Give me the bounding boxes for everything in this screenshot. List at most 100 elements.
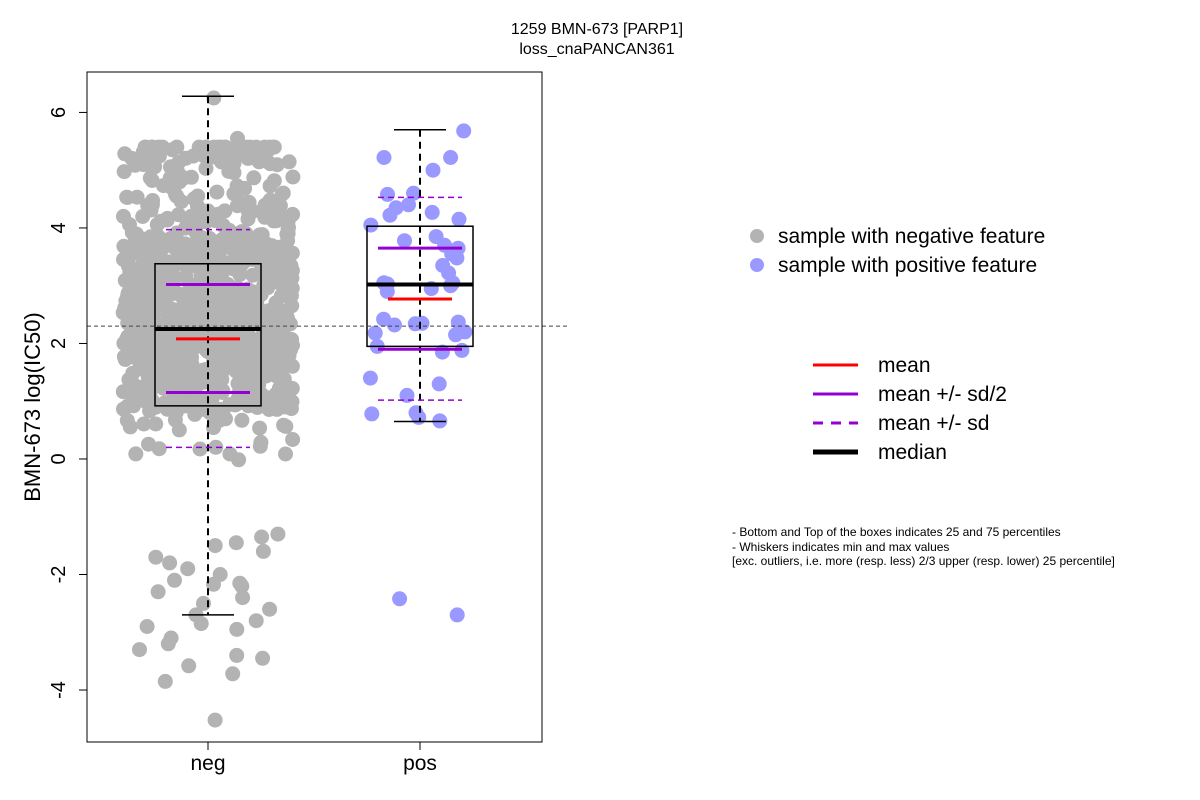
neg-point [225, 666, 241, 682]
neg-point [127, 157, 143, 173]
legend-point-marker [750, 229, 764, 243]
pos-points [362, 123, 473, 623]
neg-point [116, 208, 131, 224]
neg-point [169, 139, 185, 155]
neg-point [120, 398, 136, 414]
neg-point [136, 416, 152, 432]
neg-point [266, 248, 282, 264]
neg-point [248, 613, 264, 629]
neg-point [133, 246, 149, 262]
neg-point [198, 139, 214, 155]
neg-point [246, 170, 262, 186]
neg-point [198, 361, 214, 377]
y-tick-label: 6 [48, 107, 70, 118]
neg-point [252, 420, 268, 436]
neg-point [121, 372, 137, 388]
neg-point [240, 204, 256, 220]
neg-point [139, 619, 155, 634]
neg-box [154, 263, 262, 407]
neg-point [180, 260, 196, 276]
pos-point [431, 376, 447, 392]
neg-point [214, 372, 230, 388]
neg-point [116, 164, 132, 180]
neg-point [284, 263, 300, 278]
pos-point [443, 150, 459, 165]
neg-point [255, 650, 271, 666]
neg-point [231, 386, 247, 402]
neg-point [160, 401, 175, 417]
note-line-1: - Bottom and Top of the boxes indicates … [732, 525, 1061, 539]
neg-point [207, 538, 223, 554]
neg-point [266, 173, 282, 189]
neg-point [151, 441, 167, 457]
chart-title: 1259 BMN-673 [PARP1] [511, 21, 683, 38]
legend-point-marker [750, 258, 764, 272]
neg-point [267, 200, 283, 216]
neg-point [116, 238, 132, 254]
pos-point [449, 250, 465, 266]
neg-point [201, 264, 217, 280]
neg-point [278, 446, 293, 462]
plot-frame [86, 71, 543, 743]
legend-point-label: sample with negative feature [778, 225, 1045, 248]
neg-point [230, 130, 245, 146]
neg-point [131, 232, 147, 248]
neg-point [208, 311, 224, 327]
neg-point [250, 248, 266, 264]
neg-point [163, 630, 179, 646]
neg-point [123, 344, 139, 360]
neg-point [164, 301, 180, 317]
neg-point [226, 354, 242, 370]
neg-point [226, 186, 242, 202]
neg-point [184, 356, 200, 372]
pos-point [376, 150, 392, 165]
neg-point [172, 244, 188, 260]
neg-point [159, 212, 175, 228]
neg-point [222, 446, 238, 462]
neg-point [176, 170, 192, 186]
pos-point [392, 591, 408, 607]
neg-point [284, 332, 300, 347]
neg-point [285, 169, 301, 185]
neg-point [225, 295, 241, 311]
neg-point [274, 186, 290, 202]
neg-point [256, 201, 271, 217]
neg-point [122, 281, 138, 297]
pos-point [364, 406, 380, 422]
neg-point [250, 307, 266, 323]
neg-point [266, 139, 282, 155]
neg-point [278, 418, 294, 434]
neg-point [145, 193, 161, 208]
neg-point [137, 359, 153, 375]
neg-point [171, 154, 187, 170]
neg-point [285, 432, 301, 447]
y-axis: -4 -2 0 2 4 6 [48, 107, 87, 699]
neg-point [280, 280, 296, 295]
neg-point [270, 526, 286, 542]
legend-line-label: mean +/- sd [878, 412, 989, 435]
neg-point [153, 344, 169, 360]
y-tick-label: 0 [48, 453, 70, 464]
neg-point [186, 191, 202, 207]
neg-point [121, 311, 137, 327]
neg-point [142, 170, 158, 186]
neg-point [229, 647, 245, 663]
neg-point [262, 156, 278, 172]
neg-point [255, 543, 271, 559]
pos-point [363, 217, 379, 233]
neg-point [192, 441, 208, 457]
neg-point [276, 343, 292, 359]
pos-point [451, 211, 467, 227]
neg-point [212, 567, 228, 582]
neg-point [157, 673, 173, 689]
neg-point [144, 139, 160, 155]
neg-point [181, 658, 197, 674]
neg-point [129, 189, 145, 205]
neg-point [168, 374, 184, 390]
neg-point [212, 242, 228, 258]
neg-point [148, 549, 164, 565]
neg-point [149, 264, 165, 280]
neg-point [119, 412, 135, 428]
pos-point [382, 207, 398, 223]
